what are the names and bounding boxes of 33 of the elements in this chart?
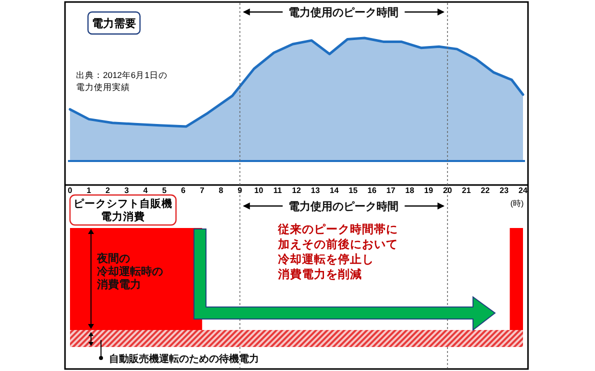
x-tick-label: 12: [292, 186, 302, 195]
x-tick-label: 19: [424, 186, 434, 195]
x-tick-label: 5: [162, 186, 168, 195]
text: 電力使用のピーク時間: [288, 6, 399, 19]
x-tick-label: 23: [500, 186, 510, 195]
x-tick-label: 2: [106, 186, 111, 195]
x-tick-label: 7: [200, 186, 205, 195]
x-tick-label: 15: [348, 186, 358, 195]
text: 夜間の冷却運転時の消費電力: [96, 252, 163, 291]
x-tick-label: 8: [218, 186, 224, 195]
x-tick-label: 24: [518, 186, 528, 195]
x-tick-label: 16: [368, 186, 377, 195]
x-tick-label: 10: [254, 186, 264, 195]
chart-title: 電力需要: [92, 17, 136, 30]
text: 自動販売機運転のための待機電力: [109, 353, 259, 365]
x-tick-label: 17: [386, 186, 396, 195]
text: ピークシフト自販機電力消費: [74, 197, 172, 223]
x-axis-title: (時): [510, 199, 524, 208]
x-tick-label: 3: [124, 186, 130, 195]
x-tick-label: 14: [330, 186, 340, 195]
x-tick-label: 1: [86, 186, 92, 195]
annotation: 出典：2012年6月1日の電力使用実績: [76, 70, 168, 92]
x-tick-label: 4: [143, 186, 148, 195]
x-tick-label: 20: [443, 186, 452, 195]
text: 従来のピーク時間帯に加えその前後において冷却運転を停止し消費電力を削減: [277, 222, 398, 281]
x-tick-label: 13: [310, 186, 320, 195]
x-tick-label: 22: [480, 186, 490, 195]
x-tick-label: 0: [68, 186, 73, 195]
x-tick-label: 21: [462, 186, 472, 195]
x-tick-label: 11: [273, 186, 282, 195]
text: 電力使用のピーク時間: [288, 200, 399, 213]
x-tick-label: 6: [181, 186, 186, 195]
x-tick-label: 18: [405, 186, 415, 195]
